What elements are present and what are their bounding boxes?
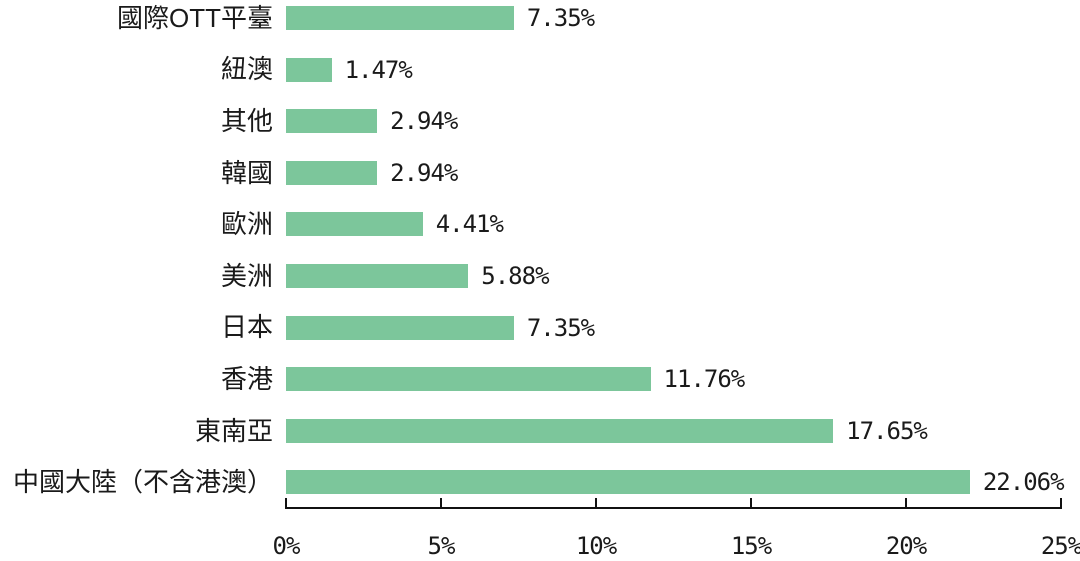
x-axis-tick — [285, 498, 287, 507]
value-label: 22.06% — [982, 468, 1065, 497]
bar — [286, 470, 970, 495]
bar-track: 11.76% — [286, 365, 1061, 394]
bar — [286, 367, 651, 392]
bar-row: 東南亞 17.65% — [0, 405, 1080, 457]
category-label: 國際OTT平臺 — [117, 2, 273, 33]
category-label: 中國大陸（不含港澳） — [12, 467, 273, 498]
bar — [286, 57, 332, 82]
x-axis-tick — [440, 498, 442, 507]
category-label: 韓國 — [220, 157, 273, 188]
bar-row: 香港 11.76% — [0, 353, 1080, 405]
bar-track: 4.41% — [286, 210, 1061, 239]
bar-row: 歐洲 4.41% — [0, 198, 1080, 250]
bar-track: 22.06% — [286, 468, 1065, 497]
category-label: 其他 — [220, 105, 273, 136]
bar — [286, 212, 423, 237]
bar — [286, 418, 834, 443]
bar — [286, 109, 378, 134]
bar-track: 2.94% — [286, 107, 1061, 136]
x-axis-tick-label: 15% — [730, 532, 772, 560]
bar-track: 2.94% — [286, 158, 1061, 187]
category-label: 紐澳 — [220, 54, 273, 85]
value-label: 4.41% — [435, 210, 504, 239]
x-axis-tick — [905, 498, 907, 507]
bar-row: 中國大陸（不含港澳） 22.06% — [0, 456, 1080, 508]
bar-track: 17.65% — [286, 416, 1061, 445]
value-label: 11.76% — [663, 365, 746, 394]
category-label: 美洲 — [220, 260, 273, 291]
value-label: 7.35% — [526, 4, 595, 32]
category-label: 東南亞 — [194, 415, 273, 446]
value-label: 1.47% — [344, 55, 413, 84]
value-label: 17.65% — [846, 416, 928, 445]
x-axis-tick — [750, 498, 752, 507]
value-label: 2.94% — [390, 107, 458, 136]
value-label: 2.94% — [390, 158, 458, 187]
x-axis-tick — [1060, 498, 1062, 507]
bar-row: 美洲 5.88% — [0, 250, 1080, 302]
x-axis-tick-label: 10% — [575, 532, 617, 560]
value-label: 7.35% — [526, 313, 595, 342]
bar-row: 國際OTT平臺 7.35% — [0, 0, 1080, 44]
bar-track: 7.35% — [286, 6, 1061, 30]
bar — [286, 264, 469, 288]
bar — [286, 160, 378, 185]
value-label: 5.88% — [481, 262, 549, 290]
x-axis-tick-label: 0% — [272, 532, 301, 560]
x-axis-tick-label: 25% — [1040, 532, 1080, 560]
category-label: 香港 — [220, 363, 273, 394]
bar-row: 紐澳 1.47% — [0, 44, 1080, 96]
bar — [286, 6, 514, 30]
category-label: 歐洲 — [220, 209, 273, 240]
x-axis-tick-label: 20% — [885, 532, 927, 560]
bar-track: 7.35% — [286, 313, 1061, 342]
bar-row: 其他 2.94% — [0, 95, 1080, 147]
x-axis-tick — [595, 498, 597, 507]
bar-rows: 國際OTT平臺 7.35% 紐澳 1.47% 其他 2.94% 韓國 2.94% 歐洲 4.41%… — [0, 0, 1080, 508]
bar-track: 5.88% — [286, 264, 1061, 288]
x-axis-line — [285, 507, 1062, 509]
bar — [286, 315, 514, 340]
category-label: 日本 — [220, 312, 273, 343]
bar-row: 韓國 2.94% — [0, 147, 1080, 199]
bar-row: 日本 7.35% — [0, 302, 1080, 354]
x-axis-tick-label: 5% — [427, 532, 456, 560]
bar-track: 1.47% — [286, 55, 1061, 84]
